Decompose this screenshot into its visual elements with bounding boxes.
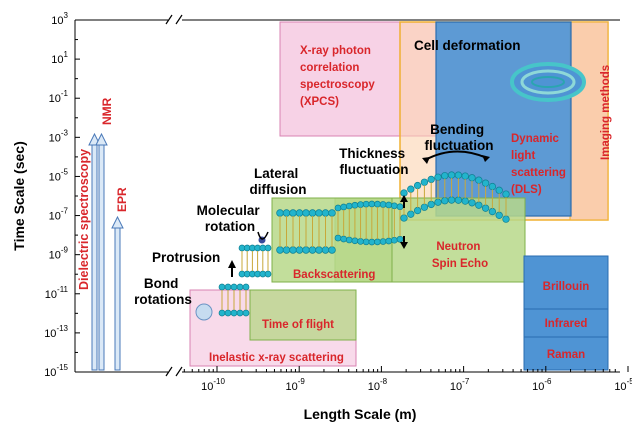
lipid-tails: [403, 178, 507, 217]
infrared-region: [523, 308, 609, 338]
lipid-tails: [221, 290, 247, 310]
thickness-fluctuation-label: Thickness fluctuation: [339, 146, 409, 177]
lateral-diffusion-label: Lateral diffusion: [250, 166, 307, 197]
bending-fluctuation-label: Bending fluctuation: [425, 122, 494, 153]
axis-break-bottom-icon: [165, 366, 183, 377]
bending-arrow-icon: [422, 150, 490, 164]
imaging-region: [569, 21, 609, 221]
neutron-spin-echo-label: Neutron Spin Echo: [432, 241, 488, 270]
imaging-label: Imaging methods: [600, 65, 612, 160]
raman-label: Raman: [547, 349, 585, 361]
epr-label: EPR: [115, 187, 129, 212]
x-tick-label: 10-6: [532, 377, 552, 393]
nmr-label: NMR: [100, 97, 114, 125]
x-tick-label: 10-7: [450, 377, 470, 393]
epr-arrow-icon: [111, 215, 124, 371]
protrusion-label: Protrusion: [152, 250, 220, 265]
protrusion-membrane-top: [238, 244, 272, 252]
molecule-icon: [195, 303, 213, 321]
time-of-flight-label: Time of flight: [262, 319, 334, 331]
y-tick-label: 10-15: [44, 363, 68, 379]
cell-ellipse-icon: [510, 62, 586, 102]
bond-membrane-bottom: [218, 309, 250, 317]
y-tick-label: 10-1: [49, 89, 69, 105]
dielectric-label: Dielectric spectroscopy: [77, 149, 91, 290]
x-axis-title: Length Scale (m): [304, 406, 417, 422]
rotation-arrow-icon: [257, 231, 269, 240]
axis-break-top-icon: [165, 14, 183, 25]
nmr-arrow-icon: [95, 132, 108, 371]
y-tick-label: 101: [51, 50, 68, 66]
y-tick-label: 10-11: [45, 285, 69, 301]
y-tick-label: 103: [51, 11, 68, 27]
xpcs-label: X-ray photon correlation spectroscopy (X…: [300, 45, 378, 108]
lipid-tails: [279, 216, 333, 247]
y-tick-label: 10-13: [44, 324, 68, 340]
y-tick-label: 10-5: [49, 167, 69, 183]
molecular-rotation-label: Molecular rotation: [197, 203, 264, 234]
inelastic-xray-label: Inelastic x-ray scattering: [209, 352, 344, 364]
y-axis-title: Time Scale (sec): [11, 141, 27, 250]
time-of-flight-overlay: [249, 289, 357, 341]
lipid-tails: [337, 207, 401, 239]
raman-region: [523, 336, 609, 371]
cell-deformation-label: Cell deformation: [414, 38, 521, 53]
brillouin-label: Brillouin: [543, 281, 590, 293]
bond-membrane-top: [218, 283, 250, 291]
thickness-arrow-up-icon: [400, 195, 408, 208]
bending-membrane-bottom: [400, 196, 510, 223]
y-tick-label: 10-9: [49, 246, 69, 262]
thickness-arrow-down-icon: [400, 236, 408, 249]
infrared-label: Infrared: [545, 318, 588, 330]
x-tick-label: 10-9: [286, 377, 306, 393]
x-tick-label: 10-5: [614, 377, 632, 393]
y-tick-label: 10-3: [49, 128, 69, 144]
membrane-illustrations: [195, 171, 510, 321]
lateral-membrane-top: [276, 209, 336, 217]
y-tick-label: 10-7: [49, 207, 69, 223]
lipid-tails: [241, 251, 269, 271]
x-tick-label: 10-10: [201, 377, 225, 393]
lateral-membrane-bottom: [276, 246, 336, 254]
dls-label: Dynamic light scattering (DLS): [511, 133, 569, 196]
protrusion-arrow-icon: [228, 260, 236, 277]
bond-rotations-label: Bond rotations: [134, 276, 192, 307]
x-tick-label: 10-8: [368, 377, 388, 393]
protrusion-membrane-bottom: [238, 270, 272, 278]
backscattering-label: Backscattering: [293, 269, 375, 281]
spectroscopy-arrows: [88, 132, 124, 371]
